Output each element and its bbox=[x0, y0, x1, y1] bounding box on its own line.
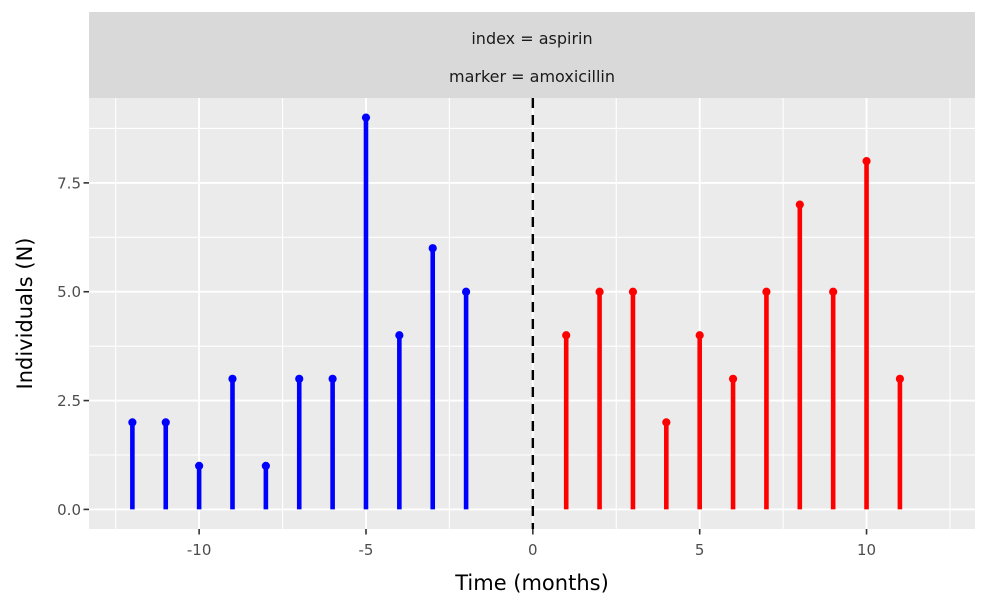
x-tick-label: -5 bbox=[358, 541, 373, 559]
point-blue bbox=[428, 244, 437, 253]
point-red bbox=[829, 287, 838, 296]
point-red bbox=[795, 200, 804, 209]
point-red bbox=[562, 331, 571, 340]
facet-strip-line-2: marker = amoxicillin bbox=[449, 67, 615, 86]
point-red bbox=[862, 157, 871, 166]
y-tick-label: 2.5 bbox=[57, 392, 81, 410]
point-red bbox=[595, 287, 604, 296]
axes-layer: -10 -5 0 5 10 0.0 2.5 5.0 7.5 bbox=[57, 174, 876, 559]
point-blue bbox=[195, 461, 204, 470]
facet-strip-line-1: index = aspirin bbox=[471, 29, 593, 48]
point-red bbox=[895, 374, 905, 383]
x-tick-label: 10 bbox=[857, 541, 876, 559]
x-axis-title: Time (months) bbox=[454, 571, 609, 595]
point-blue bbox=[161, 418, 170, 427]
point-blue bbox=[328, 374, 337, 383]
marks-layer bbox=[128, 98, 905, 529]
point-blue bbox=[361, 113, 371, 122]
point-blue bbox=[395, 331, 404, 340]
point-blue bbox=[228, 374, 237, 383]
point-red bbox=[728, 374, 738, 383]
point-blue bbox=[261, 461, 270, 470]
y-tick-label: 5.0 bbox=[57, 283, 81, 301]
point-blue bbox=[461, 287, 471, 296]
point-blue bbox=[295, 374, 304, 383]
point-red bbox=[695, 331, 704, 340]
y-tick-label: 7.5 bbox=[57, 174, 81, 192]
point-red bbox=[628, 287, 638, 296]
y-axis-title: Individuals (N) bbox=[13, 238, 37, 390]
x-tick-label: -10 bbox=[187, 541, 212, 559]
point-red bbox=[662, 418, 671, 427]
point-blue bbox=[128, 418, 137, 427]
x-tick-label: 0 bbox=[528, 541, 538, 559]
y-tick-label: 0.0 bbox=[57, 501, 81, 519]
facet-strip: index = aspirin marker = amoxicillin bbox=[89, 12, 975, 98]
x-tick-label: 5 bbox=[695, 541, 705, 559]
point-red bbox=[762, 287, 771, 296]
